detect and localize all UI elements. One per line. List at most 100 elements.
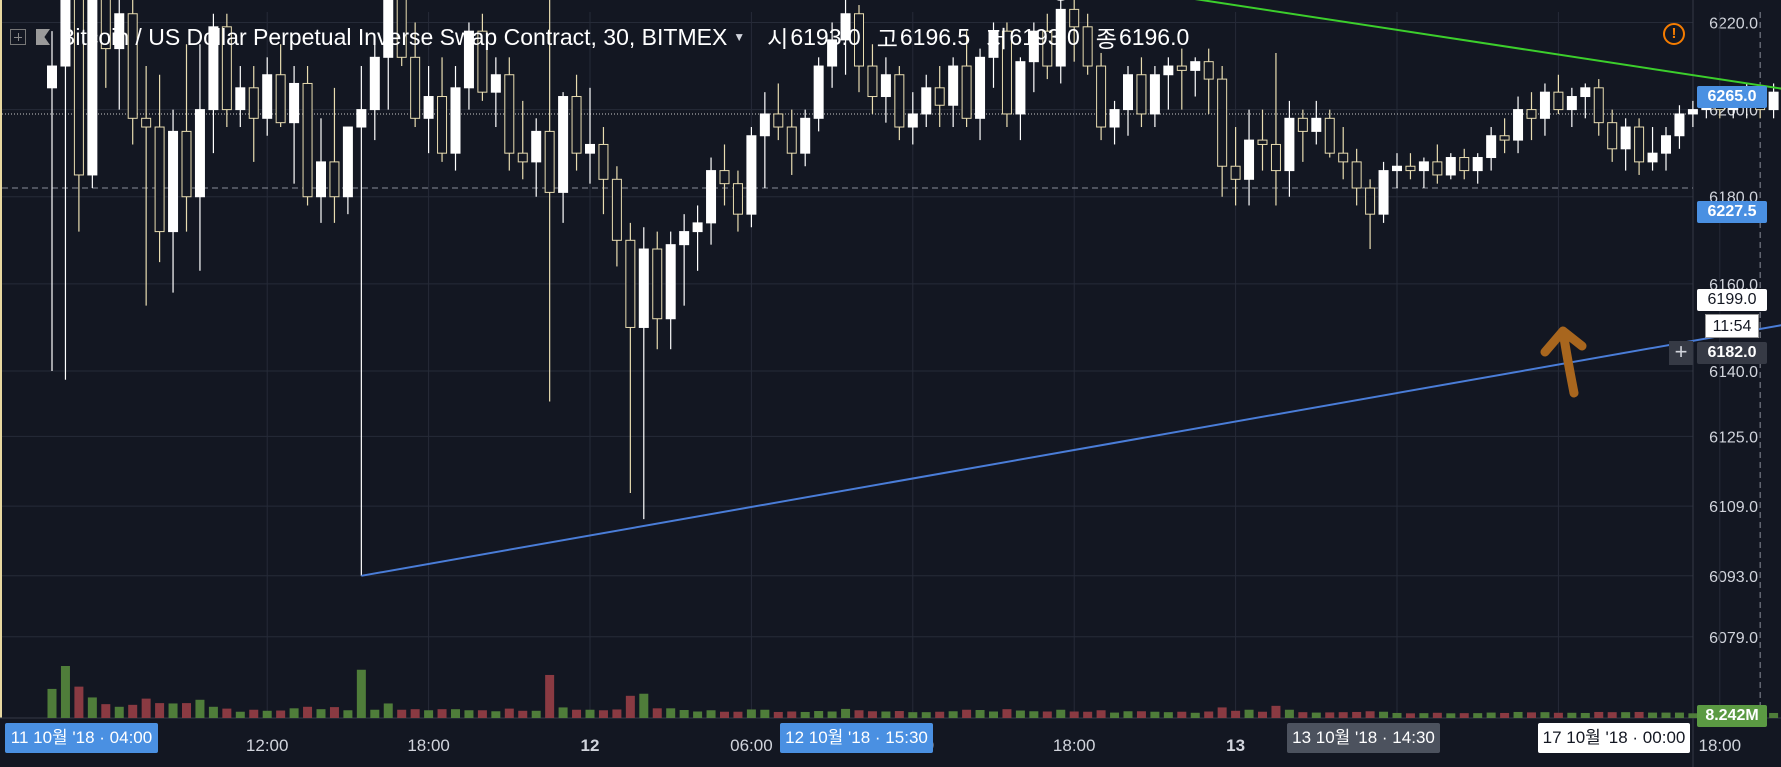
volume-bar [1513,711,1523,718]
candle-body [1284,117,1295,172]
candle-body [437,96,448,154]
candle [786,109,797,175]
candle [463,22,474,110]
candle-body [1311,117,1322,132]
resistance-trendline[interactable] [65,0,1781,136]
candle [1270,52,1281,206]
candle [1768,83,1779,119]
expand-icon[interactable] [10,29,26,45]
annotation-arrow [1540,326,1587,398]
candle [1297,109,1308,162]
candle [1324,109,1335,158]
volume-bar [989,711,998,718]
volume-bar [1096,710,1106,718]
candle [961,31,972,128]
volume-bar [1150,711,1160,718]
volume-bar [679,710,689,718]
volume-bar [894,711,904,718]
volume-bar [1473,713,1483,718]
volume-bar [1365,711,1375,718]
candle [316,118,326,223]
candle-body [531,130,542,163]
candle-body [423,96,434,119]
volume-bar [652,708,662,718]
candle [1647,127,1658,171]
candle-body [894,74,905,128]
candle-body [867,65,878,98]
candle [625,222,636,494]
candle [302,66,313,206]
candle-body [1297,117,1308,132]
candle [1109,100,1120,145]
candle-body [773,113,784,128]
x-tick-label: 18:00 [1053,736,1096,755]
flag-icon[interactable] [36,29,50,45]
volume-bar [504,708,514,718]
y-tick-label: 6125.0 [1709,429,1758,446]
candle [867,44,878,114]
candle [1351,148,1362,206]
volume-bar [585,709,595,718]
volume-bar [1553,712,1563,718]
symbol-title[interactable]: Bitcoin / US Dollar Perpetual Inverse Sw… [60,23,728,50]
alert-icon[interactable]: ! [1663,23,1685,45]
candle [1486,127,1497,171]
candle-body [544,130,555,193]
volume-bar [908,712,918,718]
candle-body [1042,30,1053,67]
candle-body [87,0,98,176]
add-plus-icon[interactable]: + [1669,341,1693,365]
time-label-crosshair: 13 10월 '18 · 14:30 [1287,723,1440,753]
candle-body [329,161,340,198]
volume-bar [1607,712,1617,718]
candle [168,109,179,293]
candle-body [1566,96,1577,111]
candle-body [1418,161,1429,172]
candle [329,87,340,223]
candle [87,0,98,189]
x-tick-label: 12 [581,736,600,755]
volume-bar [625,695,635,718]
candle [813,57,824,132]
candle-body [477,30,488,93]
ohlc-low-value: 6193.0 [1009,23,1080,50]
volume-bar [1432,712,1442,718]
x-tick-label: 12:00 [246,736,289,755]
chevron-down-icon[interactable]: ▼ [733,30,746,44]
candle-body [934,87,945,106]
candle [773,83,784,141]
volume-bar [477,710,487,718]
candle [611,166,622,267]
bar-countdown: 11:54 [1705,314,1759,338]
volume-bar [1352,711,1362,718]
candle-body [786,126,797,154]
candle-body [1230,165,1241,180]
volume-bar [1042,711,1052,718]
candle-body [1001,30,1012,115]
volume-bar [1190,712,1200,718]
candle-body [127,13,138,119]
candle-body [598,143,609,180]
candle-body [1392,165,1402,172]
candle [1445,153,1456,180]
candle-body [1217,78,1228,167]
candle [504,57,515,171]
candle-body [558,96,569,193]
candle [1593,79,1604,136]
candle-body [1324,117,1335,154]
volume-bar [962,709,972,718]
candle [1513,96,1524,154]
volume-bar [881,711,891,718]
volume-bar [1405,713,1415,718]
candle-body [396,0,407,58]
support-trendline[interactable] [361,271,1781,577]
volume-bar [397,709,407,718]
candle-body [1190,61,1201,71]
candle [1082,13,1093,75]
ohlc-low-key: 저 [986,26,1008,52]
candle-body [800,117,811,154]
candle [235,66,246,128]
volume-bar [168,703,178,718]
